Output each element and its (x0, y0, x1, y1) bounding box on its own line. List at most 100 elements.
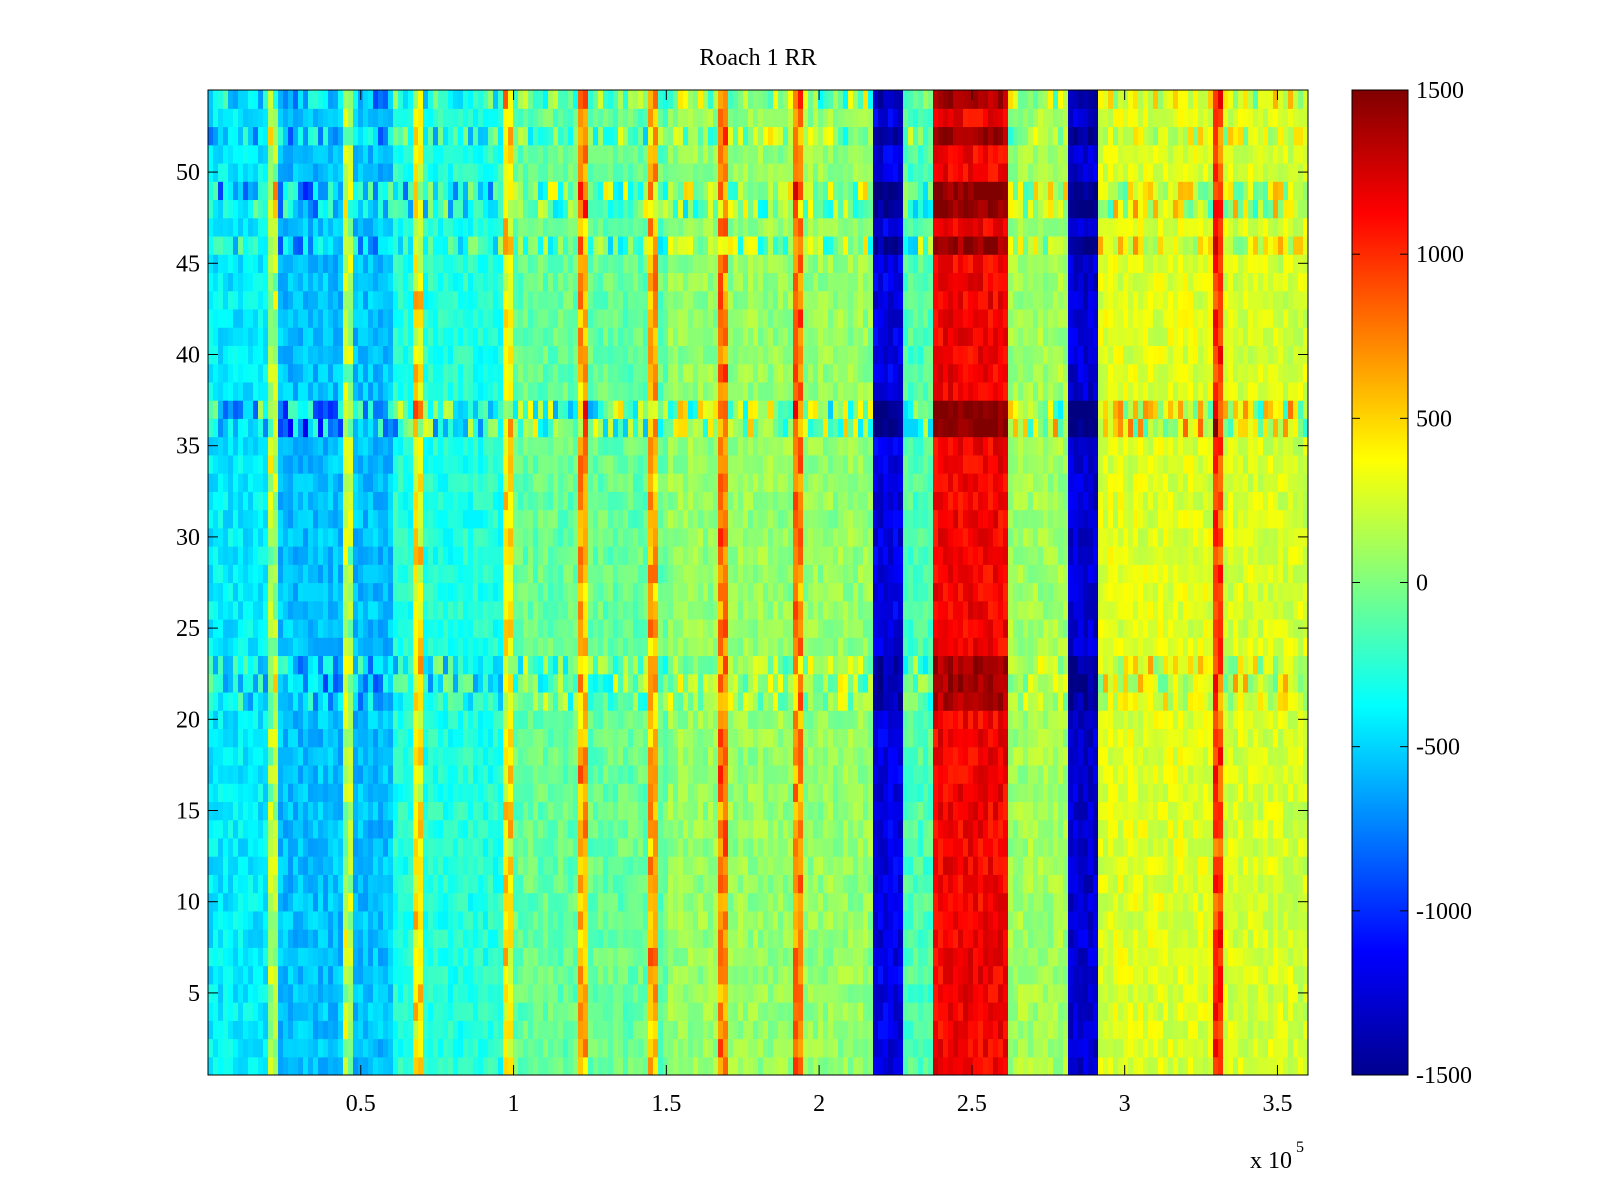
heatmap-cell (643, 691, 649, 711)
heatmap-cell (533, 983, 539, 1003)
heatmap-cell (368, 965, 374, 985)
heatmap-cell (788, 929, 794, 948)
heatmap-cell (338, 1038, 344, 1058)
heatmap-cell (1128, 874, 1134, 894)
heatmap-cell (223, 691, 229, 711)
heatmap-cell (1163, 710, 1169, 730)
heatmap-cell (608, 1002, 614, 1021)
heatmap-cell (633, 764, 639, 784)
heatmap-cell (503, 746, 509, 766)
heatmap-cell (683, 1038, 689, 1058)
heatmap-cell (753, 673, 759, 693)
heatmap-cell (218, 947, 224, 967)
heatmap-cell (693, 819, 699, 839)
heatmap-cell (318, 1002, 324, 1021)
heatmap-cell (1278, 746, 1284, 766)
heatmap-cell (743, 801, 749, 821)
heatmap-cell (968, 655, 974, 675)
heatmap-cell (523, 801, 529, 821)
heatmap-cell (968, 965, 974, 985)
heatmap-cell (278, 1002, 284, 1021)
heatmap-cell (1263, 983, 1269, 1003)
heatmap-cell (333, 1038, 339, 1058)
heatmap-cell (1218, 910, 1224, 930)
heatmap-cell (783, 910, 789, 930)
heatmap-cell (1198, 728, 1204, 748)
heatmap-cell (438, 1020, 444, 1040)
heatmap-cell (593, 947, 599, 967)
heatmap-cell (258, 819, 264, 839)
heatmap-cell (1253, 929, 1259, 948)
heatmap-cell (953, 710, 959, 730)
heatmap-cell (933, 965, 939, 985)
heatmap-cell (553, 874, 559, 894)
heatmap-cell (818, 655, 824, 675)
heatmap-cell (713, 783, 719, 802)
heatmap-cell (428, 856, 434, 875)
heatmap-cell (1288, 947, 1294, 967)
heatmap-cell (1098, 783, 1104, 802)
heatmap-cell (1203, 892, 1209, 912)
heatmap-cell (738, 1038, 744, 1058)
heatmap-cell (998, 874, 1004, 894)
heatmap-cell (658, 783, 664, 802)
heatmap-cell (1093, 874, 1099, 894)
heatmap-cell (343, 655, 349, 675)
heatmap-cell (208, 856, 214, 875)
heatmap-cell (1208, 673, 1214, 693)
heatmap-cell (1293, 856, 1299, 875)
heatmap-cell (913, 874, 919, 894)
heatmap-cell (1008, 673, 1014, 693)
heatmap-cell (588, 892, 594, 912)
heatmap-cell (863, 929, 869, 948)
heatmap-cell (513, 929, 519, 948)
heatmap-cell (703, 929, 709, 948)
heatmap-cell (688, 1056, 694, 1075)
heatmap-cell (1193, 983, 1199, 1003)
heatmap-cell (648, 1056, 654, 1075)
heatmap-cell (678, 892, 684, 912)
heatmap-cell (273, 801, 279, 821)
heatmap-cell (1148, 965, 1154, 985)
heatmap-cell (1263, 819, 1269, 839)
heatmap-cell (1113, 691, 1119, 711)
heatmap-cell (208, 1056, 214, 1075)
heatmap-cell (258, 764, 264, 784)
heatmap-cell (583, 1056, 589, 1075)
heatmap-cell (248, 837, 254, 857)
heatmap-cell (473, 837, 479, 857)
heatmap-cell (983, 910, 989, 930)
heatmap-cell (1298, 856, 1304, 875)
heatmap-cell (473, 1020, 479, 1040)
heatmap-cell (463, 673, 469, 693)
heatmap-cell (1158, 819, 1164, 839)
heatmap-cell (268, 764, 274, 784)
heatmap-cell (703, 1020, 709, 1040)
heatmap-cell (233, 691, 239, 711)
heatmap-cell (243, 691, 249, 711)
heatmap-cell (878, 801, 884, 821)
heatmap-cell (1223, 1020, 1229, 1040)
heatmap-cell (223, 837, 229, 857)
heatmap-cell (293, 764, 299, 784)
heatmap-cell (663, 983, 669, 1003)
heatmap-cell (213, 965, 219, 985)
heatmap-cell (518, 710, 524, 730)
heatmap-cell (923, 892, 929, 912)
heatmap-cell (1263, 965, 1269, 985)
heatmap-cell (258, 746, 264, 766)
heatmap-cell (933, 856, 939, 875)
heatmap-cell (548, 1038, 554, 1058)
heatmap-cell (738, 819, 744, 839)
heatmap-cell (668, 746, 674, 766)
heatmap-cell (1178, 1020, 1184, 1040)
heatmap-cell (543, 947, 549, 967)
heatmap-cell (1123, 728, 1129, 748)
heatmap-cell (778, 655, 784, 675)
heatmap-cell (1028, 801, 1034, 821)
heatmap-cell (778, 874, 784, 894)
heatmap-cell (1088, 764, 1094, 784)
heatmap-cell (1013, 837, 1019, 857)
heatmap-cell (363, 983, 369, 1003)
heatmap-cell (703, 947, 709, 967)
